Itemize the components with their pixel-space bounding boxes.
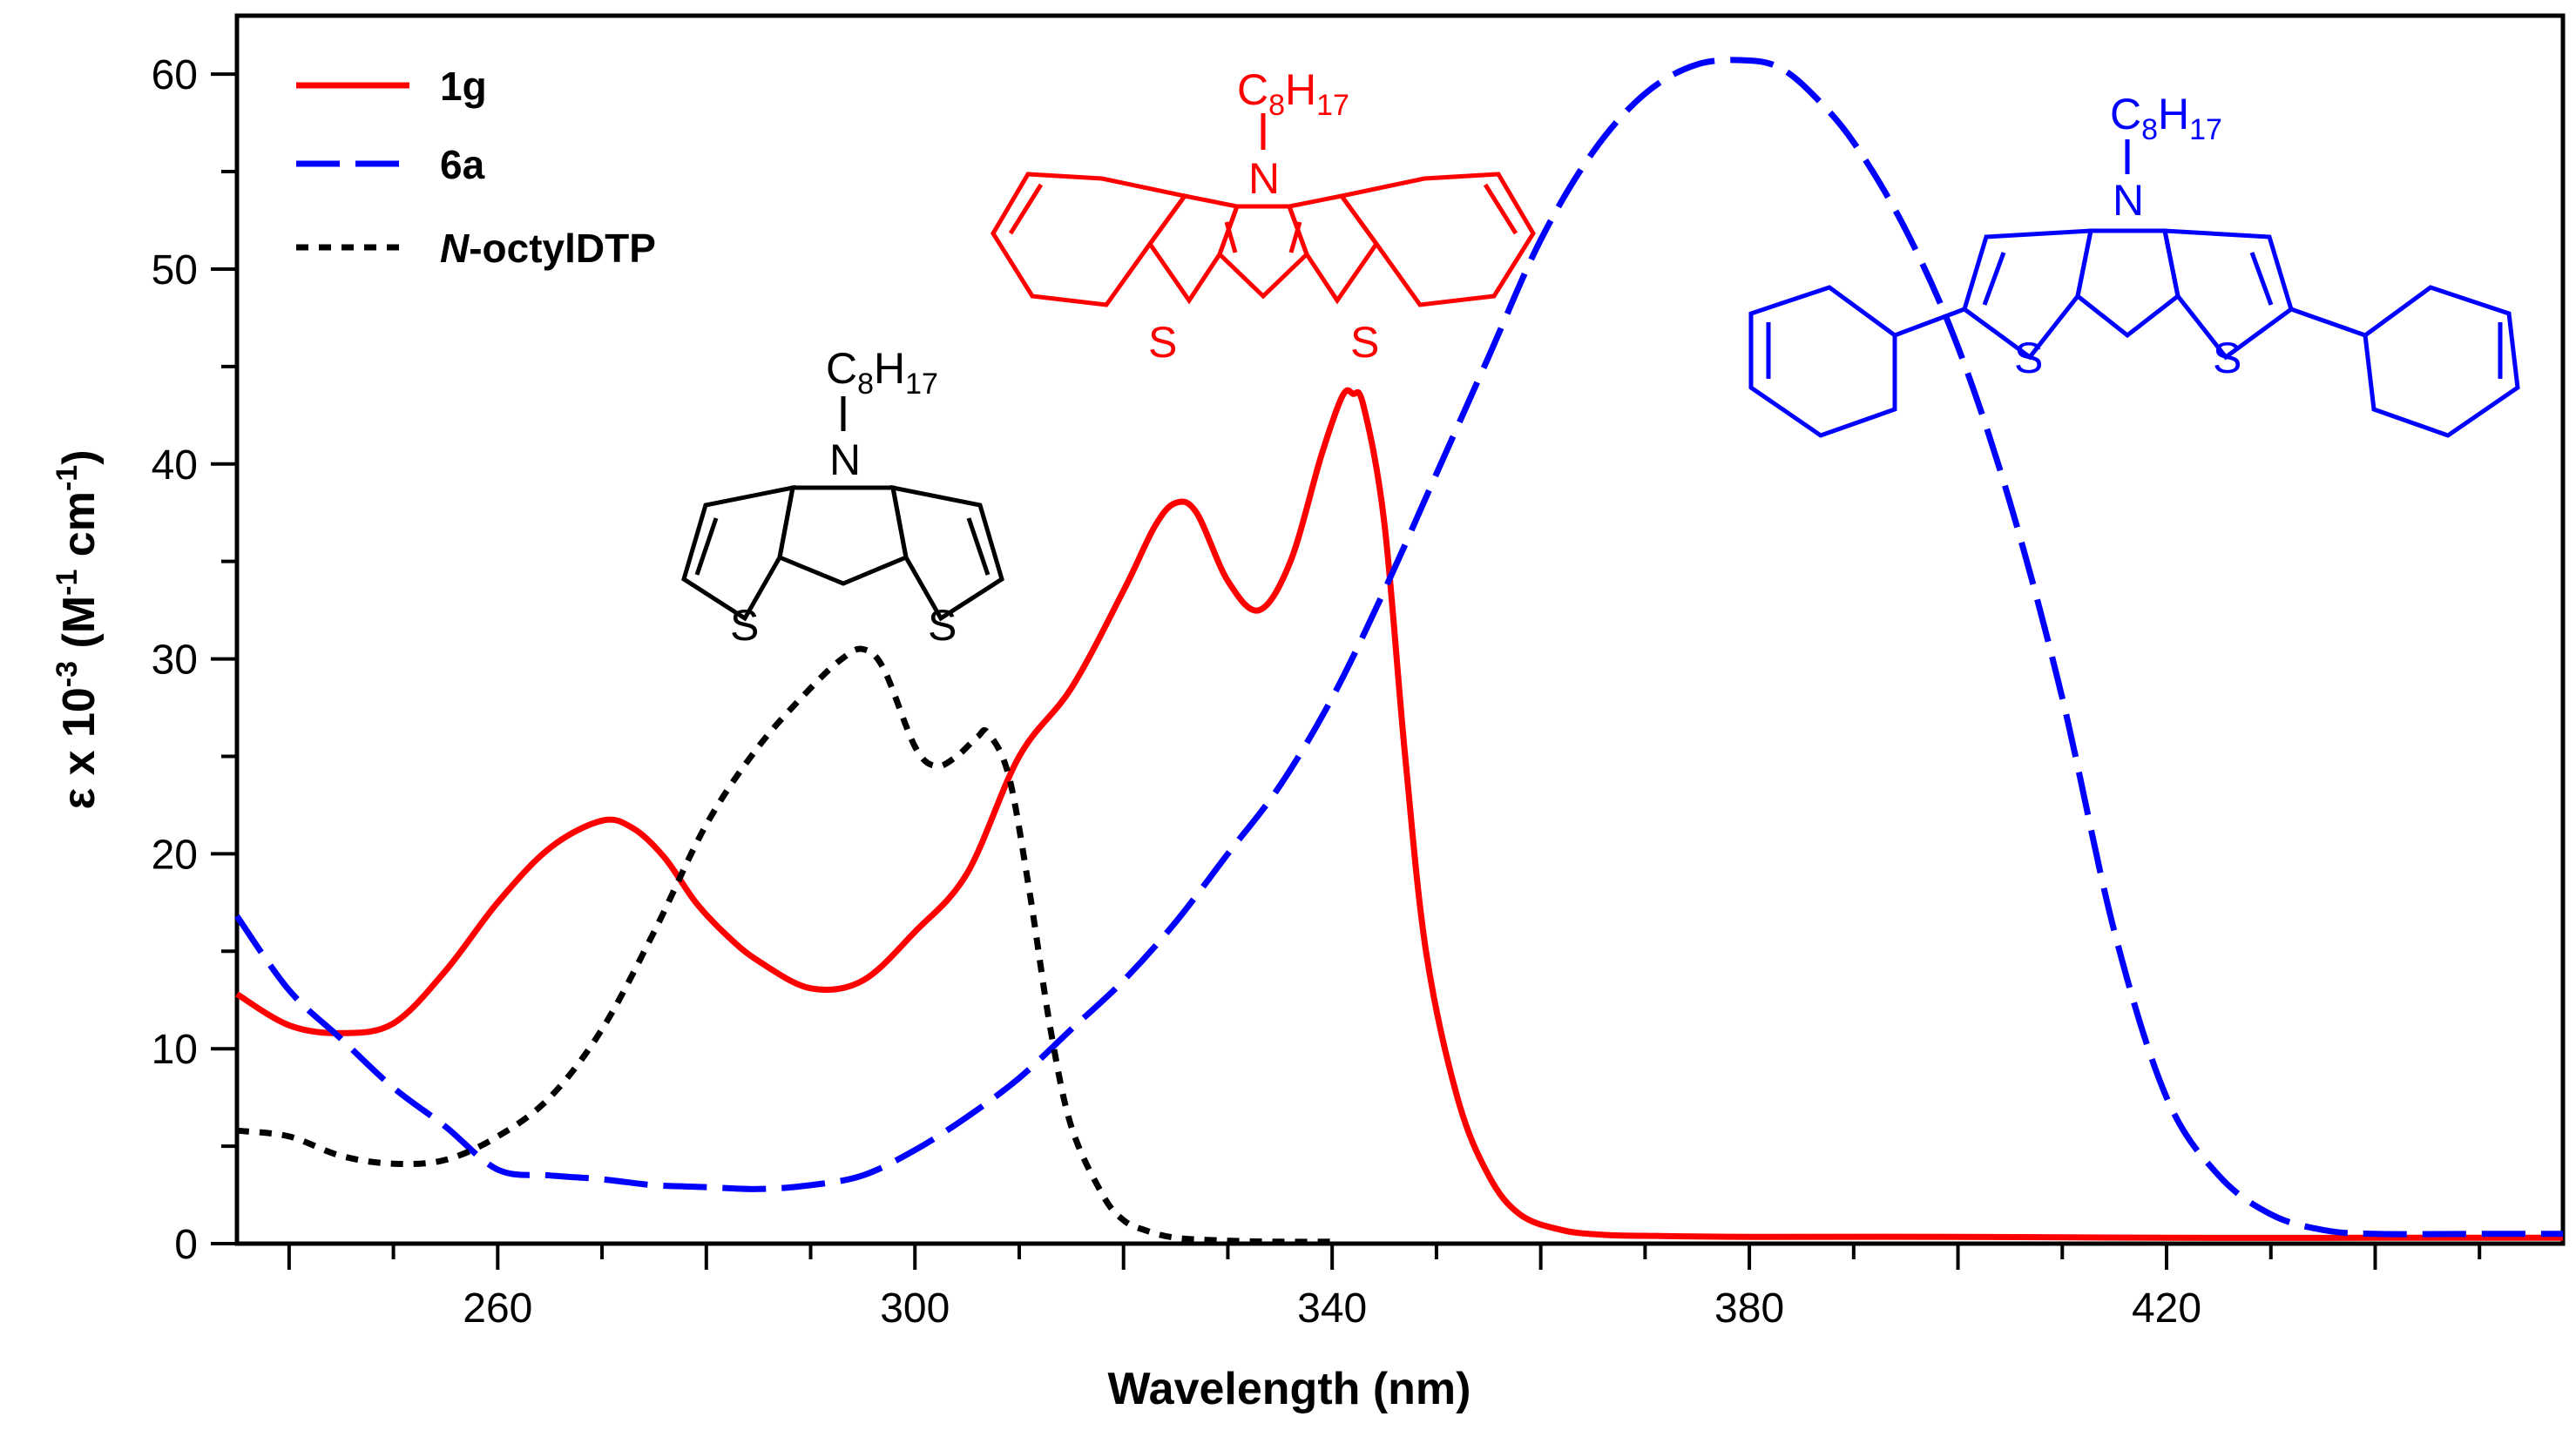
x-tick-label: 260 — [463, 1285, 532, 1332]
series-line-1g — [235, 387, 2563, 1241]
y-axis-title: ε x 10-3 (M-1 cm-1) — [51, 449, 105, 809]
series-layer — [234, 57, 2563, 1245]
substituent-label-6a: C8H17 — [2110, 90, 2222, 146]
legend: 1g 6a N-octylDTP — [296, 64, 656, 271]
y-tick-label: 60 — [152, 52, 198, 98]
y-tick-label: 30 — [152, 637, 198, 684]
atom-n-noctyldtp: N — [829, 435, 861, 484]
legend-label-noctyldtp: N-octylDTP — [440, 226, 656, 271]
atom-n-6a: N — [2113, 176, 2144, 225]
axis-ticks: 260 300 340 380 420 0 10 20 30 40 50 60 — [152, 52, 2482, 1332]
atom-n-1g: N — [1248, 154, 1280, 203]
x-tick-label: 300 — [880, 1285, 950, 1332]
y-tick-label: 0 — [174, 1222, 198, 1268]
series-line-6a — [234, 57, 2563, 1238]
x-tick-label: 380 — [1714, 1285, 1784, 1332]
substituent-label-1g: C8H17 — [1237, 65, 1349, 122]
y-tick-label: 10 — [152, 1027, 198, 1073]
x-tick-label: 420 — [2132, 1285, 2201, 1332]
series-line-noctyldtp — [236, 645, 1333, 1245]
atom-s1-noctyldtp: S — [730, 601, 759, 650]
y-tick-label: 50 — [152, 247, 198, 293]
legend-label-1g: 1g — [440, 64, 487, 109]
y-tick-label: 40 — [152, 442, 198, 489]
atom-s1-6a: S — [2014, 334, 2043, 382]
atom-s2-1g: S — [1350, 318, 1379, 367]
x-tick-label: 340 — [1297, 1285, 1367, 1332]
x-axis-title: Wavelength (nm) — [1108, 1364, 1471, 1414]
structure-1g: C8H17 N S S — [991, 65, 1536, 367]
substituent-label-noctyldtp: C8H17 — [826, 344, 938, 401]
structure-noctyldtp: C8H17 N S S — [681, 344, 1004, 650]
plot-frame — [234, 13, 2566, 1246]
atom-s1-1g: S — [1148, 318, 1177, 367]
atom-s2-noctyldtp: S — [928, 601, 957, 650]
legend-label-6a: 6a — [440, 142, 485, 187]
atom-s2-6a: S — [2213, 334, 2241, 382]
structure-6a: C8H17 N S S — [1748, 90, 2520, 438]
y-tick-label: 20 — [152, 832, 198, 878]
